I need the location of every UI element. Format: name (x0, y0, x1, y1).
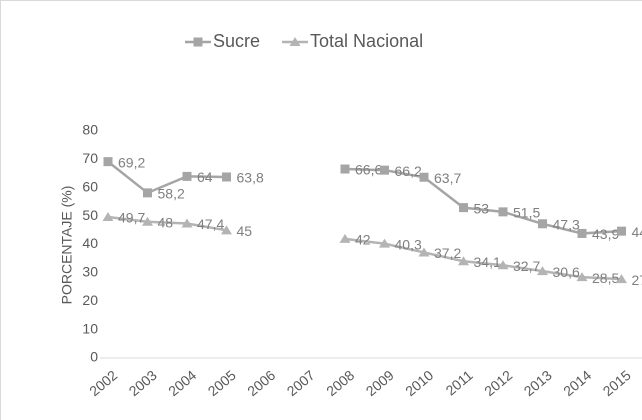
legend-label: Total Nacional (310, 31, 423, 51)
data-point (379, 238, 390, 248)
data-point (498, 207, 508, 217)
data-point (222, 172, 231, 182)
y-tick-label: 80 (82, 122, 98, 138)
data-point (143, 188, 152, 198)
data-point (181, 218, 193, 228)
data-point (497, 260, 509, 270)
data-label: 48 (158, 215, 174, 231)
data-point (142, 216, 153, 226)
y-tick-label: 20 (82, 292, 98, 308)
data-point (616, 274, 627, 284)
data-point (577, 228, 587, 238)
legend-marker (289, 37, 301, 46)
series-line (344, 167, 622, 235)
data-point (380, 165, 389, 175)
legend-marker (193, 37, 203, 47)
data-point (538, 219, 547, 229)
data-label: 69,2 (118, 154, 145, 170)
data-point (221, 225, 232, 235)
data-label: 40,3 (395, 236, 422, 252)
y-axis-title: PORCENTAJE (%) (59, 186, 75, 305)
legend-label: Sucre (213, 31, 260, 51)
data-point (339, 233, 351, 243)
data-label: 42 (355, 232, 371, 248)
data-point (418, 247, 430, 257)
y-tick-label: 70 (82, 150, 98, 166)
data-label: 66,6 (355, 162, 382, 178)
data-label: 32,7 (513, 258, 540, 274)
y-tick-label: 40 (82, 235, 98, 251)
data-point (340, 164, 350, 174)
data-point (458, 256, 469, 266)
data-point (103, 157, 113, 167)
data-point (537, 266, 548, 276)
data-label: 45 (237, 223, 253, 239)
series-line (344, 237, 622, 281)
data-label: 43,9 (592, 226, 619, 242)
y-tick-label: 50 (82, 207, 98, 223)
data-label: 28,5 (592, 270, 619, 286)
data-label: 27,8 (632, 272, 642, 288)
data-label: 47,4 (197, 216, 224, 232)
data-label: 63,7 (434, 170, 461, 186)
data-label: 44,7 (632, 224, 642, 240)
data-point (182, 171, 192, 181)
y-tick-label: 0 (90, 349, 98, 365)
y-tick-label: 60 (82, 178, 98, 194)
y-tick-label: 30 (82, 264, 98, 280)
data-label: 34,1 (474, 254, 501, 270)
series-line (107, 160, 227, 195)
data-label: 30,6 (553, 264, 580, 280)
data-label: 51,5 (513, 205, 540, 221)
data-point (102, 211, 114, 221)
y-tick-label: 10 (82, 320, 98, 336)
data-label: 49,7 (118, 210, 145, 226)
data-label: 64 (197, 169, 213, 185)
data-point (576, 272, 588, 282)
data-label: 58,2 (158, 186, 185, 202)
data-label: 66,2 (395, 163, 422, 179)
data-point (617, 226, 626, 236)
series-line (107, 215, 227, 232)
data-label: 37,2 (434, 245, 461, 261)
data-label: 47,3 (553, 216, 580, 232)
data-label: 53 (474, 200, 490, 216)
data-label: 63,8 (237, 170, 264, 186)
data-point (419, 172, 429, 182)
data-point (459, 203, 468, 213)
